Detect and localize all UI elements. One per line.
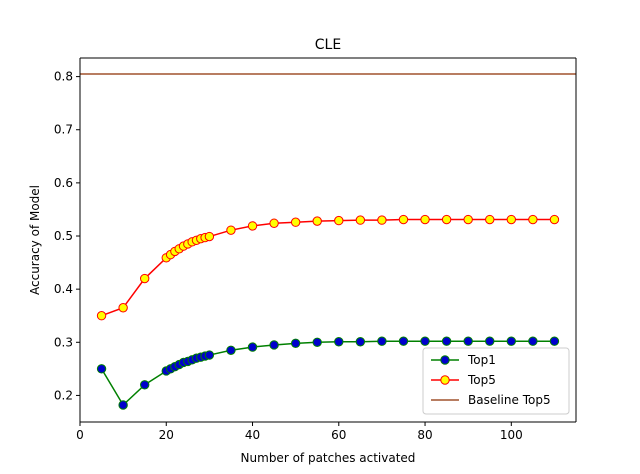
x-tick-label: 100 xyxy=(500,428,523,442)
data-point-top1 xyxy=(139,380,150,390)
data-point-top5 xyxy=(139,273,150,284)
data-point-top5 xyxy=(269,218,279,228)
data-point-top1 xyxy=(226,345,236,355)
data-point-top1 xyxy=(334,337,344,347)
data-point-top5 xyxy=(485,214,495,225)
y-tick-label: 0.3 xyxy=(54,335,73,349)
legend-label: Baseline Top5 xyxy=(468,393,551,407)
data-point-top1 xyxy=(204,350,215,360)
x-axis-label: Number of patches activated xyxy=(241,451,416,465)
plot-area: 0 20 40 60 80 100 0.2 0.3 0.4 0.5 0.6 0.7 0.8 xyxy=(54,57,577,442)
legend: Top1 Top5 Baseline Top5 xyxy=(422,347,570,415)
data-point-top5 xyxy=(355,215,366,225)
legend-box xyxy=(422,347,570,415)
y-axis-label: Accuracy of Model xyxy=(28,185,42,295)
data-point-top5 xyxy=(290,217,301,227)
data-point-top1 xyxy=(549,336,560,346)
data-point-top5 xyxy=(96,311,107,321)
data-point-top5 xyxy=(549,214,560,225)
data-point-top1 xyxy=(355,337,366,347)
x-tick-label: 0 xyxy=(76,428,84,442)
data-point-top5 xyxy=(118,303,128,313)
x-tick-label: 40 xyxy=(245,428,260,442)
data-point-top1 xyxy=(96,364,107,374)
chart-title: CLE xyxy=(315,37,341,53)
legend-marker xyxy=(440,375,450,385)
data-point-top5 xyxy=(398,214,409,225)
y-tick-label: 0.7 xyxy=(54,123,73,137)
legend-label: Top1 xyxy=(467,353,496,367)
x-tick-label: 80 xyxy=(417,428,432,442)
data-point-top5 xyxy=(247,221,258,231)
data-point-top5 xyxy=(441,214,452,225)
data-point-top1 xyxy=(247,342,258,352)
data-point-top1 xyxy=(312,337,322,347)
data-point-top5 xyxy=(226,225,236,235)
data-point-top5 xyxy=(334,215,344,226)
data-point-top5 xyxy=(463,214,473,225)
data-point-top1 xyxy=(485,336,495,346)
data-point-top1 xyxy=(290,338,301,349)
y-tick-label: 0.5 xyxy=(54,229,73,243)
data-point-top5 xyxy=(420,214,430,225)
data-point-top1 xyxy=(463,336,473,346)
data-point-top5 xyxy=(377,215,387,225)
legend-label: Top5 xyxy=(467,373,496,387)
y-tick-label: 0.2 xyxy=(54,388,73,402)
data-point-top1 xyxy=(118,400,128,410)
y-tick-label: 0.4 xyxy=(54,282,73,296)
data-point-top1 xyxy=(269,340,279,350)
data-point-top1 xyxy=(377,336,387,346)
legend-marker xyxy=(440,355,450,365)
data-point-top1 xyxy=(506,336,517,346)
x-tick-label: 60 xyxy=(331,428,346,442)
y-tick-label: 0.6 xyxy=(54,176,73,190)
x-tick-label: 20 xyxy=(159,428,174,442)
data-point-top5 xyxy=(312,216,322,226)
y-tick-label: 0.8 xyxy=(54,70,73,84)
data-point-top5 xyxy=(506,214,517,225)
data-point-top5 xyxy=(528,214,538,225)
data-point-top1 xyxy=(441,336,452,346)
data-point-top1 xyxy=(528,336,538,346)
data-point-top1 xyxy=(420,336,430,346)
data-point-top5 xyxy=(204,231,215,242)
data-point-top1 xyxy=(398,336,409,346)
